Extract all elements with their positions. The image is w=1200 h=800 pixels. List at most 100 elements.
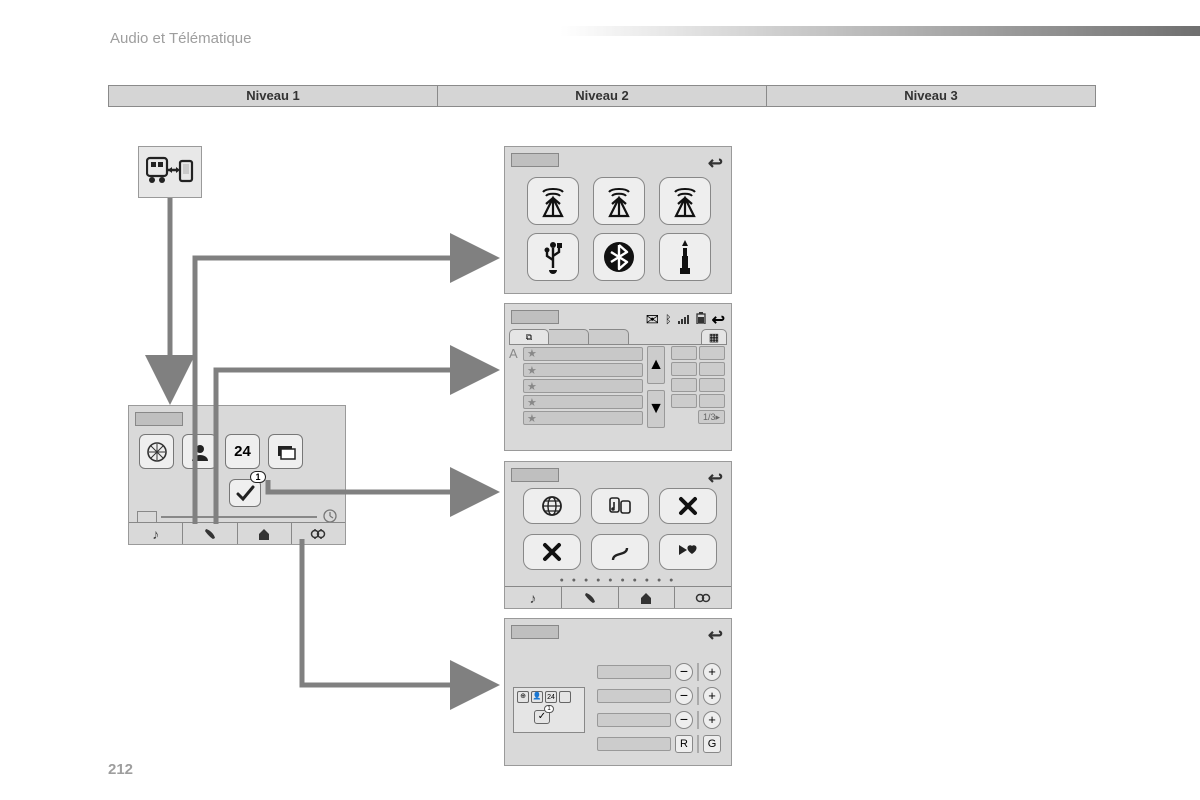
detail-cell[interactable] [671,346,697,360]
mini-nav-icon: ⊕ [517,691,529,703]
audio-sources-screen: ↩ [504,146,732,294]
back-icon[interactable]: ↩ [712,310,725,330]
tab-link-icon[interactable]: ⧉ [509,329,549,344]
detail-cell[interactable] [699,362,725,376]
status-bar: ✉ ᛒ ↩ [646,310,725,330]
grid-icon[interactable]: ▦ [701,329,727,344]
apps-bottom-bar: ♪ [505,586,731,608]
list-item[interactable]: ★ [523,379,643,393]
bluetooth-small-icon: ᛒ [665,314,672,326]
value-bar [597,713,671,727]
notification-check[interactable]: 1 [229,479,261,507]
plus-button[interactable]: + [703,711,721,729]
back-icon[interactable]: ↩ [708,153,723,174]
screen-title-bar [511,468,559,482]
mini-menu-preview: ⊕ 👤 24 ✓ 1 [513,687,585,733]
level-2-header: Niveau 2 [438,85,767,107]
detail-cell[interactable] [671,394,697,408]
settings-icon[interactable] [675,587,731,608]
detail-cell[interactable] [699,378,725,392]
aux-jack-icon[interactable] [659,233,711,281]
settings-screen: ↩ ⊕ 👤 24 ✓ 1 − + − + − + [504,618,732,766]
bluetooth-icon[interactable] [593,233,645,281]
plus-button[interactable]: + [703,687,721,705]
screen-title-bar [135,412,183,426]
settings-icon[interactable] [292,523,345,544]
detail-cell[interactable] [671,362,697,376]
mail-icon: ✉ [646,310,659,330]
arrow-up-icon[interactable]: ▲ [647,346,665,384]
detail-column: 1/3▸ [671,346,725,424]
notification-badge: 1 [250,471,266,483]
x-icon[interactable] [523,534,581,570]
home-icon[interactable] [619,587,676,608]
route-icon[interactable] [591,534,649,570]
list-item[interactable]: ★ [523,395,643,409]
adjust-row: − + [597,663,721,681]
car-phone-link-icon [146,155,194,190]
list-item[interactable]: ★ [523,411,643,425]
detail-cell[interactable] [699,394,725,408]
alpha-index: A [509,346,521,361]
page-number: 212 [108,761,133,778]
globe-icon[interactable] [523,488,581,524]
mini-badge: 1 [544,705,554,713]
screen-title-bar [511,153,559,167]
back-icon[interactable]: ↩ [708,468,723,489]
mini-media-icon [559,691,571,703]
level-1-header: Niveau 1 [108,85,438,107]
detail-cell[interactable] [671,378,697,392]
adjust-row: − + [597,711,721,729]
root-device-icon-box [138,146,202,198]
value-bar [597,689,671,703]
slider-row [137,511,337,521]
apps-screen: ↩ ● ● ● ● ● ● ● ● ● ● ♪ [504,461,732,609]
battery-icon [696,311,706,329]
music-app-icon[interactable] [591,488,649,524]
list-item[interactable]: ★ [523,363,643,377]
nav-icon[interactable] [139,434,174,469]
scroll-column: ▲ ▼ [647,346,665,428]
antenna-icon[interactable] [593,177,645,225]
clock-icon [323,509,337,523]
music-icon[interactable]: ♪ [129,523,183,544]
detail-cell[interactable] [699,346,725,360]
mini-check-icon: ✓ 1 [534,710,550,724]
contacts-screen: ✉ ᛒ ↩ ⧉ ▦ A ★ ★ ★ ★ ★ ▲ ▼ 1/3▸ [504,303,732,451]
value-bar [597,665,671,679]
mini-24-icon: 24 [545,691,557,703]
minus-button[interactable]: − [675,687,693,705]
minus-button[interactable]: − [675,711,693,729]
r-button[interactable]: R [675,735,693,753]
x-icon[interactable] [659,488,717,524]
signal-icon [678,311,690,329]
antenna-icon[interactable] [659,177,711,225]
section-title: Audio et Télématique [110,30,251,47]
play-fav-icon[interactable] [659,534,717,570]
antenna-icon[interactable] [527,177,579,225]
music-icon[interactable]: ♪ [505,587,562,608]
adjust-row: R G [597,735,721,753]
phone-icon[interactable] [562,587,619,608]
page-indicator[interactable]: 1/3▸ [698,410,725,424]
tab-3[interactable] [589,329,629,344]
screen-title-bar [511,310,559,324]
main-bottom-bar: ♪ [129,522,345,544]
page-dots: ● ● ● ● ● ● ● ● ● ● [505,577,731,584]
g-button[interactable]: G [703,735,721,753]
phone-icon[interactable] [183,523,237,544]
home-icon[interactable] [238,523,292,544]
value-bar [597,737,671,751]
back-icon[interactable]: ↩ [708,625,723,646]
plus-button[interactable]: + [703,663,721,681]
minus-button[interactable]: − [675,663,693,681]
apps-24-icon[interactable]: 24 [225,434,260,469]
usb-icon[interactable] [527,233,579,281]
tab-2[interactable] [549,329,589,344]
media-icon[interactable] [268,434,303,469]
arrow-down-icon[interactable]: ▼ [647,390,665,428]
level-header-row: Niveau 1 Niveau 2 Niveau 3 [108,85,1096,107]
screen-title-bar [511,625,559,639]
contact-icon[interactable] [182,434,217,469]
list-item[interactable]: ★ [523,347,643,361]
